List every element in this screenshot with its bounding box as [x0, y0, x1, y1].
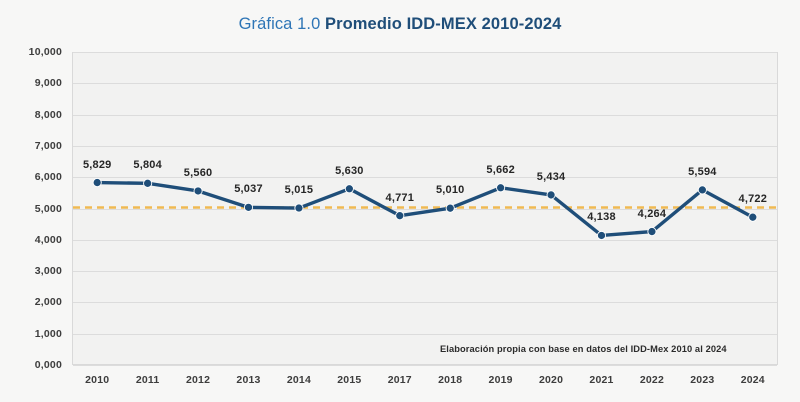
data-point-label: 4,771	[385, 191, 415, 204]
chart-footnote: Elaboración propia con base en datos del…	[440, 344, 727, 354]
gridline	[73, 239, 777, 241]
y-axis-tick-label: 4,000	[34, 233, 62, 246]
data-point-label: 5,594	[688, 165, 717, 178]
data-point-label: 5,560	[183, 166, 213, 179]
y-axis-tick-label: 2,000	[34, 296, 62, 309]
gridline	[73, 333, 777, 335]
gridline	[73, 52, 777, 53]
gridline	[73, 271, 777, 273]
data-point-label: 5,662	[486, 163, 515, 176]
y-axis-tick-label: 1,000	[34, 327, 62, 340]
x-axis-tick-label: 2017	[387, 374, 412, 386]
x-axis-tick-label: 2024	[740, 374, 765, 386]
y-axis-tick-label: 5,000	[34, 202, 62, 215]
data-point-label: 4,722	[738, 193, 768, 206]
x-axis-tick-label: 2022	[639, 374, 664, 386]
y-axis-tick-label: 9,000	[34, 77, 62, 90]
data-point-label: 5,010	[435, 184, 465, 197]
x-axis-tick-label: 2015	[337, 374, 362, 386]
data-point-label: 5,434	[536, 170, 566, 183]
gridline	[73, 114, 777, 116]
data-point-label: 5,015	[284, 184, 314, 197]
gridline	[73, 302, 777, 304]
x-axis-tick-label: 2013	[236, 374, 261, 386]
y-axis-tick-label: 8,000	[34, 108, 62, 121]
gridline	[73, 365, 777, 366]
y-axis-tick-label: 3,000	[34, 265, 62, 278]
gridline	[73, 145, 777, 147]
y-axis-tick-label: 10,000	[28, 46, 62, 58]
gridline	[73, 177, 777, 179]
gridline	[73, 83, 777, 85]
x-axis-tick-label: 2014	[286, 374, 311, 386]
y-axis-tick-label: 0,000	[34, 359, 62, 371]
x-axis-tick-label: 2019	[488, 374, 513, 386]
x-axis-tick-label: 2012	[185, 374, 211, 386]
x-axis-tick-label: 2018	[438, 374, 463, 386]
x-axis-tick-label: 2011	[135, 374, 160, 386]
chart-title-main: Promedio IDD-MEX 2010-2024	[324, 15, 562, 33]
x-axis-tick-label: 2010	[85, 374, 110, 386]
x-axis-tick-label: 2021	[589, 374, 614, 386]
chart-title: Gráfica 1.0 Promedio IDD-MEX 2010-2024	[0, 14, 800, 34]
y-axis-tick-label: 7,000	[34, 139, 62, 152]
data-point-label: 5,829	[82, 158, 112, 171]
data-point-label: 5,630	[335, 164, 364, 177]
data-point-label: 4,264	[637, 207, 667, 220]
x-axis-tick-label: 2023	[690, 374, 715, 386]
data-point-label: 5,037	[234, 183, 263, 196]
x-axis-tick-label: 2020	[538, 374, 564, 386]
y-axis-tick-label: 6,000	[34, 171, 62, 184]
data-point-label: 4,138	[587, 211, 616, 224]
data-point-label: 5,804	[133, 159, 162, 172]
chart-title-prefix: Gráfica 1.0	[238, 15, 321, 33]
